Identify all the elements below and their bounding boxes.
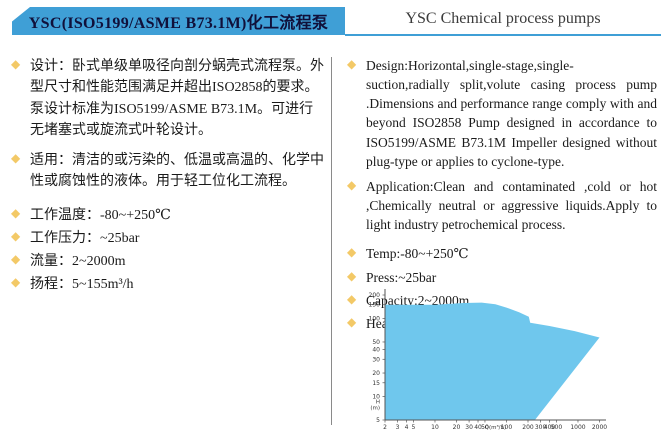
list-item: ◆ Design:Horizontal,single-stage,single-…	[346, 56, 657, 171]
x-tick-label: 2000	[592, 424, 607, 431]
y-tick-label: 50	[372, 339, 380, 346]
y-tick-label: 40	[372, 347, 380, 354]
diamond-bullet-icon: ◆	[347, 177, 357, 192]
x-tick-label: 50	[481, 424, 489, 431]
pressure-spec-cn: 工作压力：~25bar	[30, 230, 140, 246]
temp-spec-en: Temp:-80~+250℃	[366, 246, 469, 262]
y-axis-label: (m)	[370, 406, 380, 412]
list-item: ◆ 适用：清洁的或污染的、低温或高温的、化学中性或腐蚀性的液体。用于轻工位化工流…	[10, 150, 327, 193]
header-underline-rule	[345, 34, 661, 36]
list-item: ◆ Application:Clean and contaminated ,co…	[346, 177, 657, 234]
x-tick-label: 2	[383, 424, 387, 431]
banner-title: YSC(ISO5199/ASME B73.1M)化工流程泵	[28, 15, 329, 32]
x-axis-label: Q(m³/h)	[485, 424, 507, 431]
x-tick-label: 10	[431, 424, 439, 431]
diamond-bullet-icon: ◆	[347, 291, 357, 306]
list-item: ◆ 工作压力：~25bar	[10, 228, 327, 249]
envelope-area	[385, 302, 600, 420]
x-tick-label: 100	[501, 424, 513, 431]
x-tick-label: 5	[412, 424, 416, 431]
y-tick-label: 5	[376, 417, 380, 424]
header-banner: YSC(ISO5199/ASME B73.1M)化工流程泵	[12, 7, 345, 35]
x-tick-label: 1000	[570, 424, 585, 431]
y-axis-label: H	[376, 400, 380, 406]
capacity-spec-cn: 流量：2~2000m	[30, 254, 126, 270]
diamond-bullet-icon: ◆	[347, 57, 357, 71]
application-text-cn: 适用：清洁的或污染的、低温或高温的、化学中性或腐蚀性的液体。用于轻工位化工流程。	[30, 153, 324, 190]
list-item: ◆ 流量：2~2000m	[10, 251, 327, 272]
diamond-bullet-icon: ◆	[11, 205, 21, 220]
y-tick-label: 20	[372, 370, 380, 377]
diamond-bullet-icon: ◆	[11, 151, 21, 166]
y-tick-label: 10	[372, 394, 380, 401]
x-tick-label: 3	[396, 424, 400, 431]
english-title: YSC Chemical process pumps	[405, 10, 601, 27]
diamond-bullet-icon: ◆	[11, 275, 21, 290]
list-item: ◆ Capacity:2~2000m	[346, 291, 657, 310]
list-item: ◆ 工作温度：-80~+250℃	[10, 205, 327, 226]
diamond-bullet-icon: ◆	[11, 57, 21, 71]
pressure-spec-en: Press:~25bar	[366, 269, 437, 285]
y-tick-label: 150	[369, 302, 381, 309]
diamond-bullet-icon: ◆	[11, 252, 21, 267]
x-tick-label: 400	[544, 424, 556, 431]
head-spec-cn: 扬程：5~155m³/h	[30, 277, 134, 293]
performance-envelope-chart: 2 3 4 5 10 20 30 40 50 100 200 300 400 500 1000 2000 Q(m…	[350, 286, 630, 436]
temp-spec-cn: 工作温度：-80~+250℃	[30, 207, 171, 223]
diamond-bullet-icon: ◆	[347, 314, 357, 329]
y-tick-label: 100	[369, 315, 381, 322]
x-tick-label: 200	[522, 424, 534, 431]
chinese-column: ◆ 设计：卧式单级单吸径向剖分蜗壳式流程泵。外型尺寸和性能范围满足并超出ISO2…	[10, 56, 327, 298]
x-tick-label: 40	[474, 424, 482, 431]
column-divider	[331, 57, 332, 425]
list-item: ◆ Press:~25bar	[346, 268, 657, 287]
design-text-en: Design:Horizontal,single-stage,single-su…	[366, 58, 657, 169]
y-tick-label: 15	[372, 380, 380, 387]
x-tick-label: 300	[535, 424, 547, 431]
design-text-cn: 设计：卧式单级单吸径向剖分蜗壳式流程泵。外型尺寸和性能范围满足并超出ISO285…	[30, 59, 324, 138]
list-item: ◆ Temp:-80~+250℃	[346, 244, 657, 263]
x-tick-label: 20	[453, 424, 461, 431]
x-tick-label: 30	[465, 424, 473, 431]
capacity-spec-en: Capacity:2~2000m	[366, 292, 470, 308]
list-item: ◆ 扬程：5~155m³/h	[10, 274, 327, 295]
diamond-bullet-icon: ◆	[347, 268, 357, 283]
y-tick-label: 30	[372, 356, 380, 363]
list-item: ◆ 设计：卧式单级单吸径向剖分蜗壳式流程泵。外型尺寸和性能范围满足并超出ISO2…	[10, 56, 327, 141]
x-tick-label: 4	[405, 424, 409, 431]
application-text-en: Application:Clean and contaminated ,cold…	[366, 178, 657, 233]
diamond-bullet-icon: ◆	[347, 245, 357, 260]
diamond-bullet-icon: ◆	[11, 228, 21, 243]
x-tick-label: 500	[551, 424, 563, 431]
y-tick-label: 200	[369, 292, 381, 299]
